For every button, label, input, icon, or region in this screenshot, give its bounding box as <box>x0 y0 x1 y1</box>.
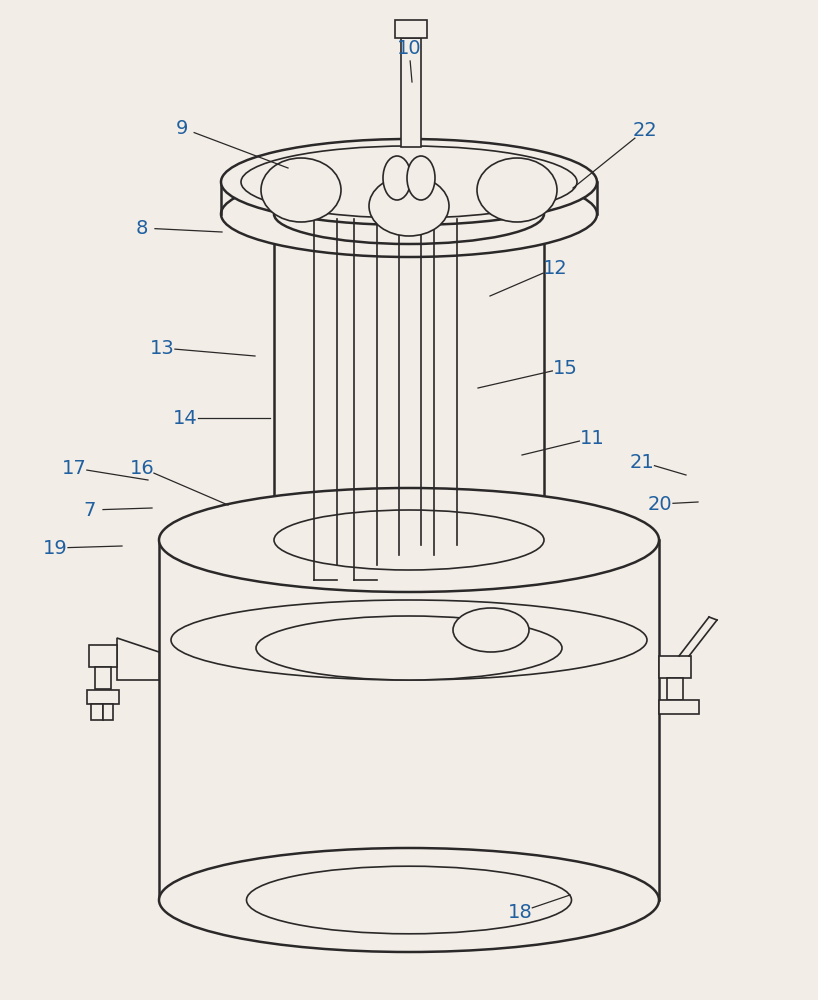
Text: 21: 21 <box>630 452 654 472</box>
Text: 15: 15 <box>553 359 578 377</box>
Text: 18: 18 <box>508 902 533 922</box>
Text: 20: 20 <box>648 494 672 514</box>
Text: 22: 22 <box>632 120 658 139</box>
Text: 13: 13 <box>150 338 174 358</box>
Bar <box>87 690 119 704</box>
Text: 19: 19 <box>43 538 67 558</box>
Ellipse shape <box>407 156 435 200</box>
Text: 11: 11 <box>580 428 605 448</box>
Bar <box>103 704 113 720</box>
Bar <box>401 38 421 147</box>
Text: 8: 8 <box>136 219 148 237</box>
Ellipse shape <box>453 608 529 652</box>
Bar <box>659 700 699 714</box>
Ellipse shape <box>256 616 562 680</box>
Ellipse shape <box>246 866 572 934</box>
Text: 17: 17 <box>61 458 87 478</box>
Ellipse shape <box>221 139 597 225</box>
Ellipse shape <box>159 488 659 592</box>
Ellipse shape <box>383 156 411 200</box>
Text: 12: 12 <box>542 258 568 277</box>
Text: 14: 14 <box>173 408 197 428</box>
Ellipse shape <box>274 184 544 244</box>
Bar <box>91 704 103 720</box>
Bar <box>659 656 691 678</box>
Polygon shape <box>117 638 159 680</box>
Text: 9: 9 <box>176 118 188 137</box>
Ellipse shape <box>369 176 449 236</box>
Ellipse shape <box>261 158 341 222</box>
Bar <box>395 20 427 38</box>
Text: 10: 10 <box>397 38 421 57</box>
Bar <box>95 667 111 689</box>
Ellipse shape <box>171 600 647 680</box>
Bar <box>89 645 117 667</box>
Ellipse shape <box>221 171 597 257</box>
Text: 16: 16 <box>129 458 155 478</box>
Ellipse shape <box>159 848 659 952</box>
Ellipse shape <box>477 158 557 222</box>
Bar <box>667 678 683 700</box>
Ellipse shape <box>241 146 577 218</box>
Text: 7: 7 <box>83 500 97 520</box>
Ellipse shape <box>274 510 544 570</box>
